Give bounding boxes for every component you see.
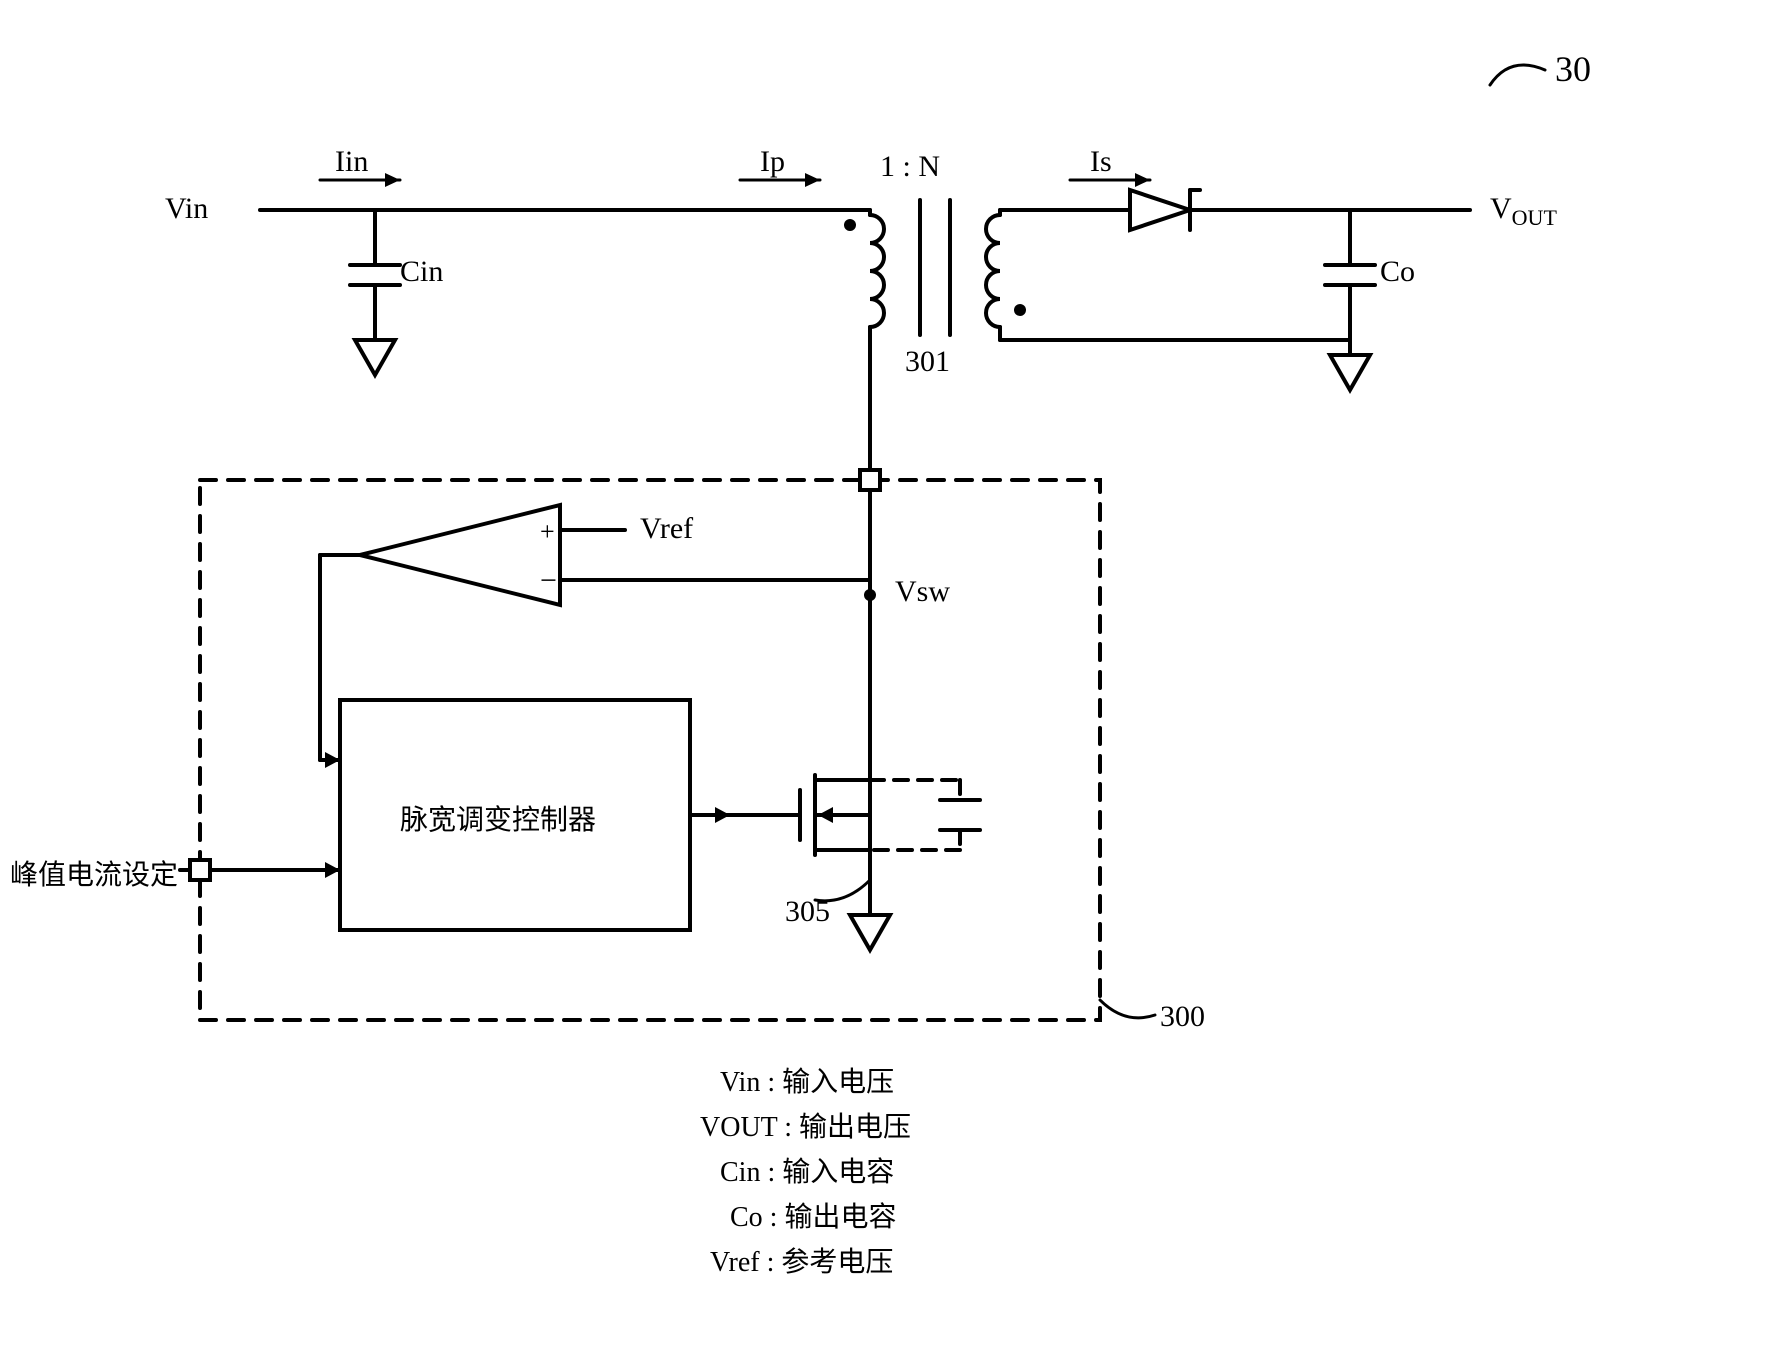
legend-2: Cin : 输入电容: [720, 1150, 894, 1190]
svg-text:+: +: [540, 517, 555, 546]
legend-0: Vin : 输入电压: [720, 1060, 894, 1100]
label-iin: Iin: [335, 145, 368, 179]
label-is: Is: [1090, 145, 1112, 179]
legend-1: VOUT : 输出电压: [700, 1105, 911, 1145]
label-peak-current: 峰值电流设定: [10, 853, 178, 893]
label-ratio: 1 : N: [880, 150, 940, 184]
label-ctrl-ref: 300: [1160, 1000, 1205, 1034]
label-sw-ref: 305: [785, 895, 830, 929]
label-vref: Vref: [640, 512, 693, 546]
svg-text:−: −: [540, 564, 557, 597]
label-tx-ref: 301: [905, 345, 950, 379]
label-vin: Vin: [165, 192, 208, 226]
label-co: Co: [1380, 255, 1415, 289]
figure-ref-30: 30: [1555, 48, 1591, 90]
legend-4: Vref : 参考电压: [710, 1240, 893, 1280]
legend-3: Co : 输出电容: [730, 1195, 896, 1235]
label-vsw: Vsw: [895, 575, 950, 609]
label-pwm: 脉宽调变控制器: [400, 798, 596, 838]
label-ip: Ip: [760, 145, 785, 179]
label-vout: VOUT: [1490, 192, 1557, 231]
label-cin: Cin: [400, 255, 443, 289]
